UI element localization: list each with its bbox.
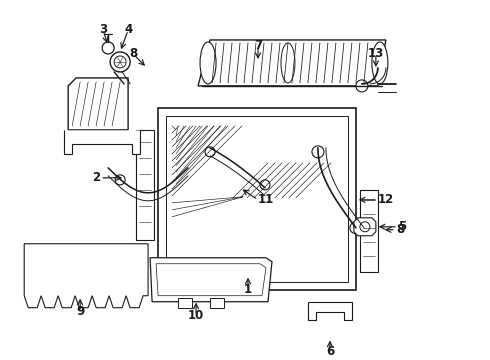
Text: 1: 1 (244, 283, 252, 296)
Circle shape (102, 42, 114, 54)
Polygon shape (308, 302, 352, 320)
Text: 13: 13 (368, 48, 384, 60)
Polygon shape (198, 40, 386, 86)
Circle shape (114, 56, 126, 68)
Circle shape (360, 222, 370, 232)
Text: 2: 2 (92, 171, 100, 184)
Circle shape (205, 147, 215, 157)
Circle shape (312, 146, 324, 158)
Circle shape (260, 180, 270, 190)
Text: 9: 9 (76, 305, 84, 318)
Bar (178, 298, 192, 308)
Ellipse shape (281, 43, 295, 83)
Bar (158, 108, 356, 290)
Polygon shape (150, 258, 272, 302)
Text: 6: 6 (326, 345, 334, 358)
Text: 10: 10 (188, 309, 204, 322)
Polygon shape (64, 130, 140, 154)
Text: 11: 11 (258, 193, 274, 206)
Polygon shape (68, 78, 128, 130)
Bar (166, 116, 348, 282)
Bar (210, 298, 224, 308)
Polygon shape (24, 244, 148, 308)
Text: 5: 5 (398, 220, 406, 233)
Polygon shape (354, 218, 376, 236)
Bar (136, 130, 154, 240)
Ellipse shape (372, 42, 388, 84)
Circle shape (110, 52, 130, 72)
Text: 4: 4 (124, 23, 132, 36)
Circle shape (356, 80, 368, 92)
Text: 12: 12 (378, 193, 394, 206)
Circle shape (350, 222, 362, 234)
Text: 8: 8 (129, 48, 137, 60)
Circle shape (115, 175, 125, 185)
Text: 8: 8 (396, 223, 404, 236)
Text: 3: 3 (99, 23, 107, 36)
Text: 7: 7 (254, 40, 262, 53)
Ellipse shape (200, 42, 216, 84)
Bar (360, 190, 378, 272)
